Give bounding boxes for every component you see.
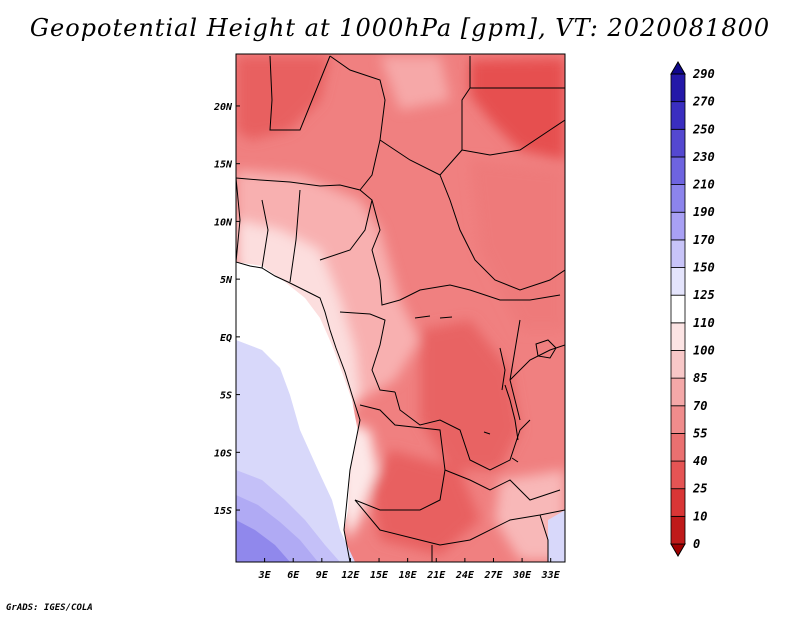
colorbar-label: 290	[692, 67, 715, 81]
colorbar: 0 10 25 40 55 70 85 100 110 125 150 170 190 210 230 250…	[670, 61, 715, 557]
field-dark-ne	[470, 58, 565, 160]
colorbar-segment	[670, 61, 686, 75]
colorbar-segment	[670, 543, 686, 557]
colorbar-label: 25	[692, 482, 707, 496]
y-tick-label: 15N	[214, 160, 233, 171]
colorbar-segment	[670, 211, 686, 241]
colorbar-label: 170	[693, 233, 715, 247]
y-axis: 15S 10S 5S EQ 5N 10N 15N 20N	[213, 102, 240, 517]
x-tick-label: 18E	[399, 570, 418, 581]
colorbar-segment	[670, 73, 686, 103]
y-tick-label: 10S	[214, 448, 232, 459]
x-tick-label: 12E	[341, 570, 360, 581]
field-dark-center	[420, 320, 520, 470]
colorbar-label: 190	[693, 205, 715, 219]
colorbar-segment	[670, 515, 686, 545]
field-dark-south	[370, 450, 480, 555]
y-tick-label: 5S	[220, 391, 232, 402]
x-tick-label: 6E	[287, 570, 300, 581]
y-tick-label: EQ	[220, 333, 232, 344]
map-plot	[236, 54, 565, 562]
y-tick-label: 20N	[213, 102, 233, 113]
height-field-shading	[236, 56, 565, 560]
colorbar-segment	[670, 322, 686, 351]
colorbar-label: 85	[693, 371, 707, 385]
x-tick-label: 27E	[483, 570, 503, 581]
colorbar-segment	[670, 267, 686, 296]
colorbar-label: 125	[693, 288, 715, 302]
colorbar-label: 70	[693, 399, 707, 413]
map-frame	[235, 53, 566, 563]
country-borders	[236, 55, 565, 562]
x-tick-label: 24E	[455, 570, 475, 581]
x-tick-label: 21E	[426, 570, 446, 581]
colorbar-segment	[670, 101, 686, 130]
field-light-north	[380, 56, 450, 110]
colorbar-label: 150	[693, 261, 715, 275]
lake-marks	[414, 315, 519, 463]
colorbar-segment	[670, 488, 686, 517]
ocean-gradient	[236, 262, 565, 562]
colorbar-segment	[670, 128, 686, 158]
ocean-se	[548, 510, 565, 562]
colorbar-segment	[670, 460, 686, 490]
field-mid-east	[470, 160, 565, 330]
y-tick-label: 15S	[214, 506, 232, 517]
colorbar-label: 55	[693, 426, 707, 440]
x-tick-label: 3E	[258, 570, 272, 581]
x-tick-label: 30E	[512, 570, 532, 581]
chart-title: Geopotential Height at 1000hPa [gpm], VT…	[29, 14, 771, 42]
colorbar-segment	[670, 294, 686, 324]
x-tick-label: 9E	[316, 570, 329, 581]
footer-credit: GrADS: IGES/COLA	[6, 603, 93, 613]
y-tick-label: 5N	[220, 275, 233, 286]
coastline-west	[236, 261, 361, 562]
field-dark-nw	[236, 56, 330, 140]
colorbar-label: 210	[692, 178, 715, 192]
x-tick-label: 33E	[541, 570, 561, 581]
colorbar-segment	[670, 350, 686, 379]
colorbar-label: 100	[693, 343, 715, 357]
x-axis: 3E 6E 9E 12E 15E 18E 21E 24E 27E 30E 33E	[258, 558, 561, 581]
colorbar-segment	[670, 377, 686, 407]
colorbar-segment	[670, 184, 686, 213]
colorbar-segment	[670, 405, 686, 434]
colorbar-segment	[670, 156, 686, 185]
colorbar-label: 110	[693, 316, 715, 330]
colorbar-segment	[670, 433, 686, 462]
lake-victoria	[535, 339, 557, 359]
colorbar-label: 250	[692, 122, 715, 136]
lake-tanganyika	[504, 384, 519, 441]
colorbar-label: 10	[693, 509, 707, 523]
colorbar-label: 0	[693, 537, 700, 551]
y-tick-label: 10N	[214, 217, 233, 228]
colorbar-label: 270	[692, 95, 715, 109]
colorbar-label: 40	[693, 454, 707, 468]
colorbar-label: 230	[692, 150, 715, 164]
x-tick-label: 15E	[370, 570, 389, 581]
colorbar-segment	[670, 239, 686, 268]
ocean-violet	[236, 520, 290, 562]
